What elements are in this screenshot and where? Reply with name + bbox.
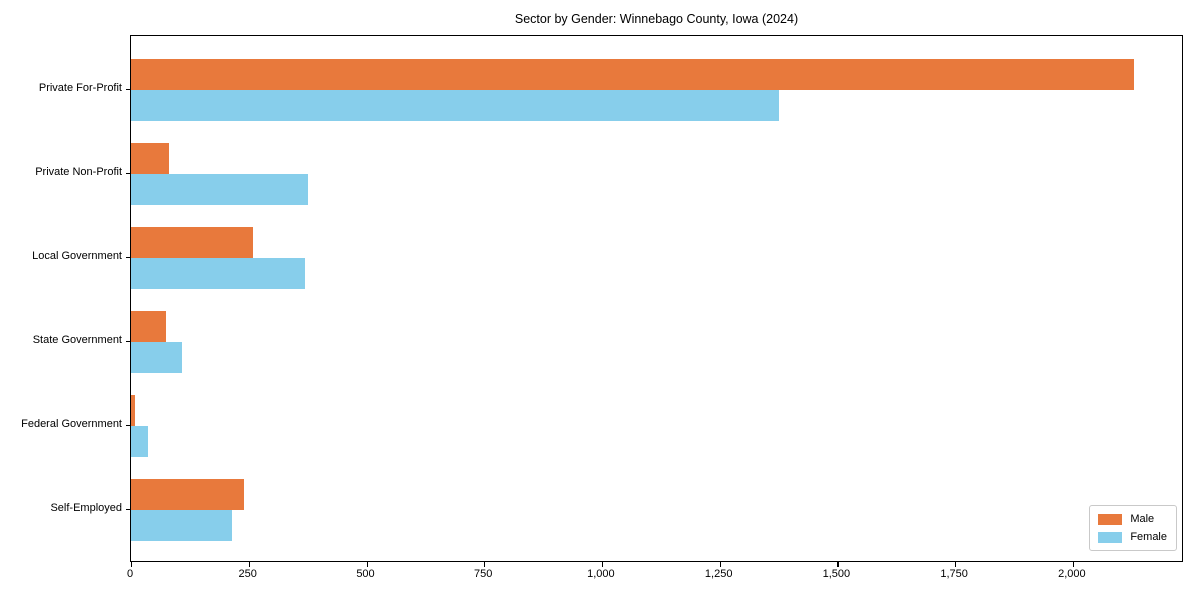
bar-male-4 [131,395,135,426]
x-tick-label: 500 [356,568,375,580]
bar-female-2 [131,258,306,289]
y-tick-label: Local Government [32,250,122,262]
x-tick-label: 1,750 [940,568,968,580]
x-tick-label: 2,000 [1058,568,1086,580]
bar-female-3 [131,342,182,373]
plot-area: Male Female [126,35,1183,567]
x-tick-mark [366,562,368,567]
x-tick-label: 1,500 [822,568,851,580]
male-swatch-icon [1098,513,1123,525]
y-axis-labels: Private For-Profit Private Non-Profit Loca… [0,35,122,562]
legend-entry-male: Male [1098,513,1167,525]
y-tick-mark [126,425,131,427]
y-tick-label: Private Non-Profit [35,166,122,178]
y-tick-mark [126,173,131,175]
legend-entry-female: Female [1098,531,1167,543]
y-tick-label: Private For-Profit [38,82,122,94]
bar-female-4 [131,426,148,457]
y-tick-mark [126,341,131,343]
x-tick-label: 0 [126,568,134,580]
y-tick-label: Federal Government [21,418,122,430]
y-tick-label: State Government [32,334,122,346]
bar-female-1 [131,174,308,205]
bar-male-0 [131,59,1135,90]
y-tick-mark [126,89,131,91]
legend-label-male: Male [1130,513,1155,525]
x-tick-mark [719,562,721,567]
bar-female-0 [131,90,779,121]
x-tick-mark [955,562,957,567]
x-tick-mark [248,562,250,567]
x-tick-label: 750 [474,568,493,580]
x-tick-label: 1,250 [704,568,733,580]
x-tick-label: 250 [238,568,257,580]
x-tick-label: 1,000 [587,568,615,580]
y-tick-label: Self-Employed [50,502,122,514]
bar-male-5 [131,479,244,510]
y-tick-mark [126,509,131,511]
bar-male-1 [131,143,169,174]
bar-male-2 [131,227,254,258]
legend-label-female: Female [1130,531,1167,543]
chart-title: Sector by Gender: Winnebago County, Iowa… [514,12,799,26]
bar-male-3 [131,311,166,342]
x-tick-mark [484,562,486,567]
y-tick-mark [126,257,131,259]
x-tick-mark [131,562,133,567]
x-tick-mark [837,562,839,567]
female-swatch-icon [1098,531,1123,543]
x-tick-mark [601,562,604,567]
legend: Male Female [1089,505,1177,551]
x-tick-mark [1072,562,1075,567]
bar-female-5 [131,510,233,541]
